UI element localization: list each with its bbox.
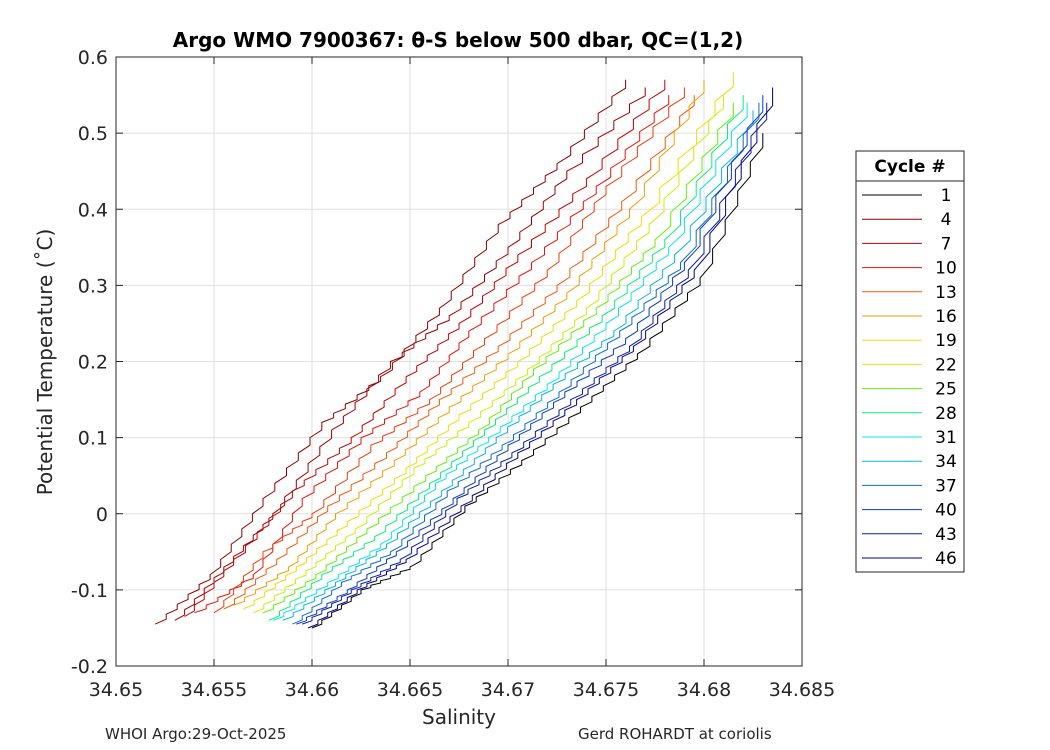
series-line-7 — [243, 72, 734, 610]
legend-entries: 1 4 7 10 13 16 19 22 25 28 31 34 37 40 43 46 — [862, 186, 957, 569]
series-line-3 — [194, 95, 670, 614]
x-tick-label: 34.675 — [573, 679, 639, 701]
legend-entry-label: 46 — [935, 549, 957, 569]
legend-entry-label: 16 — [935, 307, 957, 327]
series-line-15 — [302, 102, 768, 625]
footer-credit-left: WHOI Argo:29-Oct-2025 — [105, 725, 287, 743]
legend-entry-label: 7 — [941, 234, 952, 254]
series-line-13 — [292, 102, 760, 625]
y-tick-label: 0 — [96, 504, 108, 526]
legend-entry-label: 1 — [941, 186, 952, 206]
legend-entry-label: 31 — [935, 428, 957, 448]
legend-entry-label: 40 — [935, 501, 957, 521]
series-line-8 — [253, 95, 725, 614]
legend-entry-label: 22 — [935, 355, 957, 375]
legend-entry-label: 4 — [941, 210, 952, 230]
y-tick-label: 0.1 — [78, 428, 108, 450]
legend-entry-label: 34 — [935, 452, 957, 472]
x-tick-label: 34.65 — [89, 679, 143, 701]
footer-credit-right: Gerd ROHARDT at coriolis — [578, 725, 772, 743]
x-tick-label: 34.665 — [377, 679, 443, 701]
y-tick-label: 0.5 — [78, 123, 108, 145]
y-axis-ticks: -0.2 -0.1 0 0.1 0.2 0.3 0.4 0.5 0.6 — [71, 47, 802, 678]
x-tick-label: 34.67 — [481, 679, 535, 701]
y-tick-label: 0.3 — [78, 275, 108, 297]
series-layer — [154, 72, 774, 629]
series-line-11 — [272, 102, 748, 621]
series-line-16 — [307, 87, 774, 629]
x-tick-label: 34.685 — [769, 679, 835, 701]
y-tick-label: 0.6 — [78, 47, 108, 69]
legend-entry-label: 10 — [935, 259, 957, 279]
legend: Cycle # 1 4 7 10 13 16 19 22 25 28 31 34 37 40 43 46 — [855, 150, 965, 573]
x-tick-label: 34.655 — [181, 679, 247, 701]
series-line-0 — [154, 79, 627, 625]
legend-entry-label: 37 — [935, 476, 957, 496]
legend-title: Cycle # — [874, 157, 945, 177]
y-tick-label: 0.2 — [78, 352, 108, 374]
series-line-10 — [268, 95, 744, 621]
x-tick-label: 34.68 — [677, 679, 731, 701]
series-line-9 — [262, 102, 734, 614]
chart-title: Argo WMO 7900367: θ-S below 500 dbar, QC… — [173, 28, 743, 52]
series-line-17 — [311, 133, 764, 629]
legend-entry-label: 13 — [935, 283, 957, 303]
y-axis-label: Potential Temperature (˚C) — [33, 229, 57, 496]
series-line-1 — [174, 87, 646, 621]
y-tick-label: 0.4 — [78, 199, 108, 221]
legend-entry-label: 25 — [935, 380, 957, 400]
series-line-12 — [282, 110, 754, 621]
legend-entry-label: 43 — [935, 525, 957, 545]
series-line-14 — [296, 95, 764, 625]
x-axis-label: Salinity — [422, 705, 496, 729]
series-line-6 — [233, 79, 705, 606]
y-tick-label: -0.1 — [71, 580, 108, 602]
series-line-5 — [223, 95, 695, 610]
legend-entry-label: 19 — [935, 331, 957, 351]
legend-entry-label: 28 — [935, 404, 957, 424]
series-line-4 — [213, 87, 685, 614]
series-line-2 — [184, 79, 666, 617]
x-axis-ticks: 34.65 34.655 34.66 34.665 34.67 34.675 34.68 34… — [89, 57, 835, 701]
y-tick-label: -0.2 — [71, 656, 108, 678]
x-tick-label: 34.66 — [285, 679, 339, 701]
legend-box — [855, 150, 965, 573]
